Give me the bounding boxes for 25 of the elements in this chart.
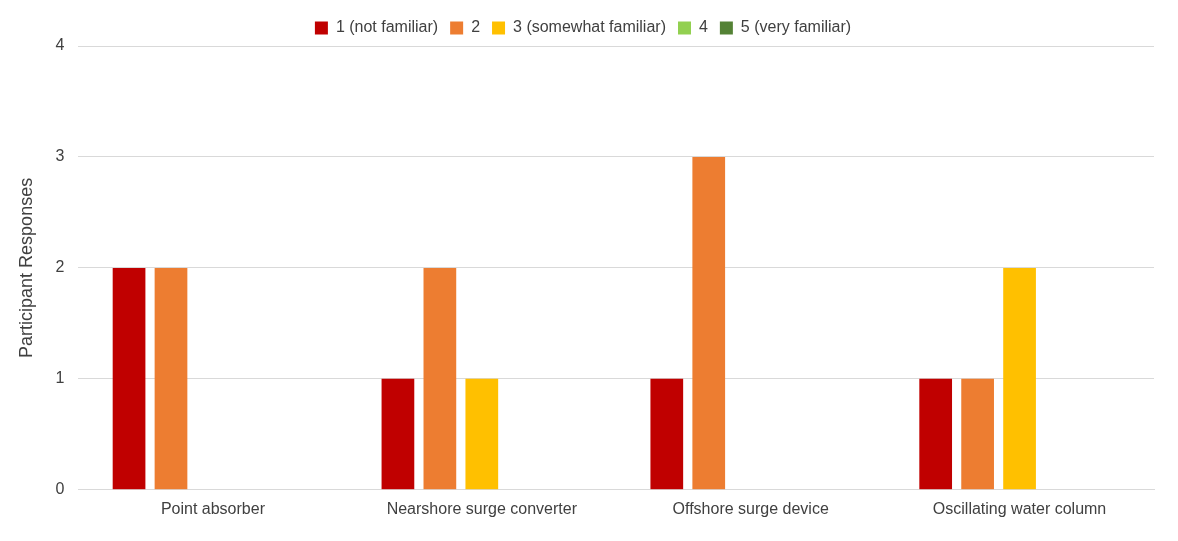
bar	[423, 267, 457, 490]
y-axis-title: Participant Responses	[15, 177, 36, 358]
bar	[692, 156, 726, 490]
legend-label: 4	[698, 18, 708, 36]
legend-label: 5 (very familiar)	[740, 18, 852, 36]
legend-label: 2	[471, 18, 481, 36]
bar	[1003, 267, 1036, 490]
y-tick-label: 2	[55, 258, 65, 276]
legend-label: 3 (somewhat familiar)	[513, 18, 666, 36]
bar	[465, 378, 499, 490]
bar	[112, 267, 146, 490]
legend-label: 1 (not familiar)	[335, 18, 439, 36]
bar	[961, 378, 994, 490]
bar	[919, 378, 953, 490]
y-tick-label: 3	[55, 147, 65, 165]
y-tick-label: 4	[55, 36, 65, 54]
bar	[650, 378, 684, 490]
x-tick-label: Point absorber	[160, 499, 266, 517]
y-tick-label: 1	[55, 369, 65, 387]
x-tick-label: Oscillating water column	[932, 499, 1107, 517]
bar	[154, 267, 188, 490]
x-tick-label: Offshore surge device	[672, 499, 829, 517]
bar	[381, 378, 415, 490]
x-tick-label: Nearshore surge converter	[386, 499, 578, 517]
y-tick-label: 0	[55, 480, 65, 498]
